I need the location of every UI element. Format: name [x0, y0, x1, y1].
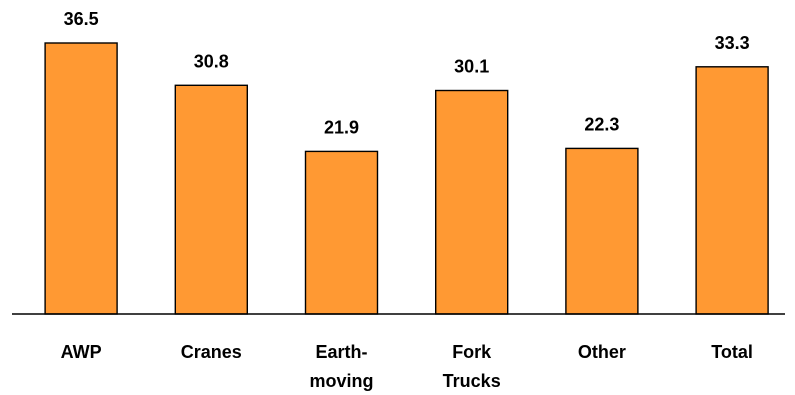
bar-2 [304, 150, 379, 315]
category-label-1: Cranes [181, 342, 242, 362]
category-label-2-line-0: Earth- [315, 342, 367, 362]
category-label-4: Other [578, 342, 626, 362]
value-labels-group: 36.5 30.8 21.9 30.1 22.3 33.3 [64, 9, 750, 137]
category-label-0: AWP [61, 342, 102, 362]
bar-3 [435, 89, 509, 315]
bar-4 [565, 147, 639, 315]
category-label-5: Total [711, 342, 753, 362]
bars-group [44, 42, 769, 315]
bar-0 [44, 42, 118, 315]
value-label-0: 36.5 [64, 9, 99, 29]
bar-5 [695, 66, 769, 315]
value-label-4: 22.3 [584, 114, 619, 134]
value-label-5: 33.3 [715, 33, 750, 53]
category-label-3-line-1: Trucks [443, 371, 501, 391]
value-label-2: 21.9 [324, 117, 359, 137]
bar-1 [174, 84, 249, 315]
value-label-1: 30.8 [194, 51, 229, 71]
category-labels-group: AWP Cranes Earth-moving Fork Trucks Other Tota… [61, 342, 753, 391]
value-label-3: 30.1 [454, 57, 489, 77]
category-label-3-line-0: Fork [452, 342, 492, 362]
category-label-2-line-1: moving [309, 371, 373, 391]
